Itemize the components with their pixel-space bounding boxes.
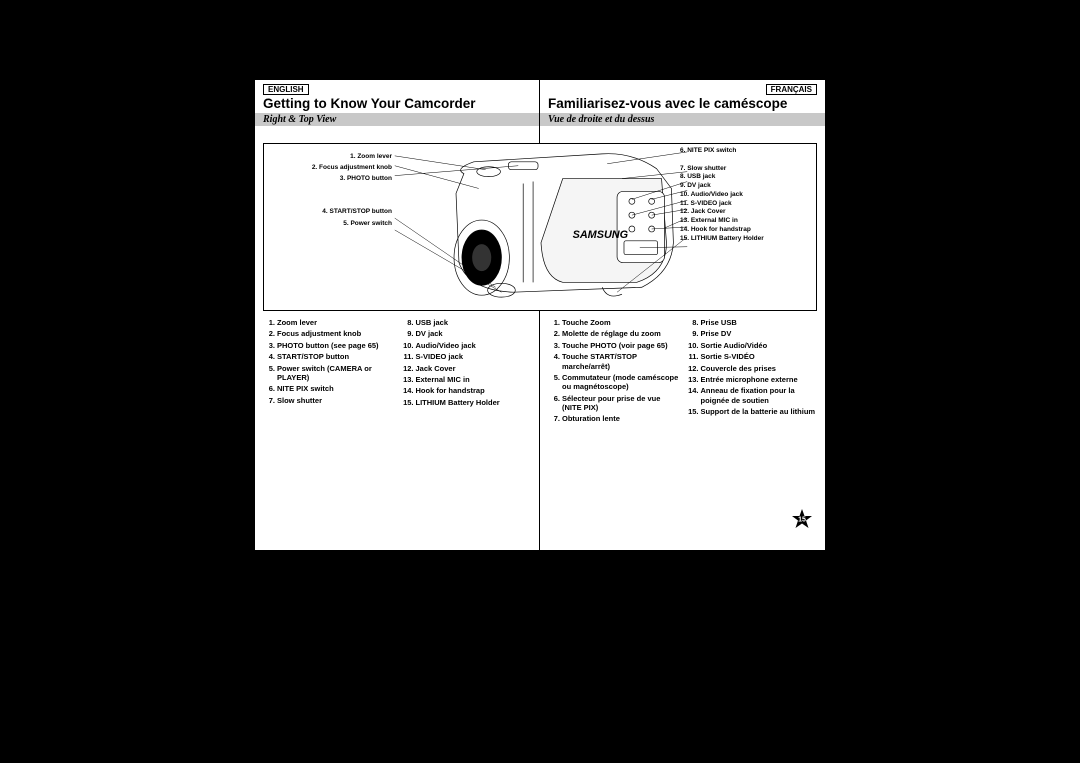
list-item: DV jack [402, 329, 533, 338]
en-col1: Zoom lever Focus adjustment knob PHOTO b… [263, 318, 394, 426]
list-item: USB jack [402, 318, 533, 327]
list-item: LITHIUM Battery Holder [402, 398, 533, 407]
callout: 6. NITE PIX switch [680, 147, 810, 156]
list-item: Touche START/STOP marche/arrêt) [548, 352, 679, 371]
fr-col2: Prise USB Prise DV Sortie Audio/Vidéo So… [687, 318, 818, 426]
callout [680, 156, 810, 165]
list-item: Touche Zoom [548, 318, 679, 327]
callout: 11. S-VIDEO jack [680, 200, 810, 209]
callout: 8. USB jack [680, 173, 810, 182]
list-item: Power switch (CAMERA or PLAYER) [263, 364, 394, 383]
subtitle-fr: Vue de droite et du dessus [540, 113, 825, 126]
list-item: PHOTO button (see page 65) [263, 341, 394, 350]
list-item: External MIC in [402, 375, 533, 384]
list-item: Molette de réglage du zoom [548, 329, 679, 338]
page-number: 15 [798, 517, 806, 524]
list-item: Audio/Video jack [402, 341, 533, 350]
manual-page: ENGLISH Getting to Know Your Camcorder R… [255, 80, 825, 550]
list-item: NITE PIX switch [263, 384, 394, 393]
callout: 2. Focus adjustment knob [270, 163, 392, 172]
list-item: Anneau de fixation pour la poignée de so… [687, 386, 818, 405]
callout: 15. LITHIUM Battery Holder [680, 235, 810, 244]
list-item: Support de la batterie au lithium [687, 407, 818, 416]
callout: 4. START/STOP button [270, 207, 392, 216]
fr-col1: Touche Zoom Molette de réglage du zoom T… [548, 318, 679, 426]
list-item: Entrée microphone externe [687, 375, 818, 384]
list-item: Touche PHOTO (voir page 65) [548, 341, 679, 350]
lang-row-right: FRANÇAIS [540, 80, 825, 96]
callout: 9. DV jack [680, 182, 810, 191]
callout [270, 196, 392, 205]
list-item: Hook for handstrap [402, 386, 533, 395]
callout: 3. PHOTO button [270, 174, 392, 183]
callout: 1. Zoom lever [270, 152, 392, 161]
list-item: Obturation lente [548, 414, 679, 423]
callout: 14. Hook for handstrap [680, 226, 810, 235]
lists-area: Zoom lever Focus adjustment knob PHOTO b… [255, 318, 825, 426]
brand-text: SAMSUNG [573, 229, 629, 241]
callout: 5. Power switch [270, 219, 392, 228]
diagram-callouts-right: 6. NITE PIX switch 7. Slow shutter 8. US… [680, 147, 810, 243]
list-item: Couvercle des prises [687, 364, 818, 373]
callout: 10. Audio/Video jack [680, 191, 810, 200]
list-item: S-VIDEO jack [402, 352, 533, 361]
lang-label-fr: FRANÇAIS [766, 84, 817, 95]
list-item: Sortie Audio/Vidéo [687, 341, 818, 350]
diagram-callouts-left: 1. Zoom lever 2. Focus adjustment knob 3… [270, 152, 392, 230]
french-lists: Touche Zoom Molette de réglage du zoom T… [540, 318, 825, 426]
list-item: Jack Cover [402, 364, 533, 373]
english-lists: Zoom lever Focus adjustment knob PHOTO b… [255, 318, 540, 426]
list-item: START/STOP button [263, 352, 394, 361]
diagram-box: SAMSUNG [263, 143, 817, 311]
list-item: Commutateur (mode caméscope ou magnétosc… [548, 373, 679, 392]
list-item: Sortie S-VIDÉO [687, 352, 818, 361]
title-en: Getting to Know Your Camcorder [255, 96, 539, 113]
callout: 7. Slow shutter [680, 165, 810, 174]
callout: 12. Jack Cover [680, 208, 810, 217]
lang-row-left: ENGLISH [255, 80, 539, 96]
list-item: Focus adjustment knob [263, 329, 394, 338]
title-fr: Familiarisez-vous avec le caméscope [540, 96, 825, 113]
list-item: Slow shutter [263, 396, 394, 405]
list-item: Sélecteur pour prise de vue (NITE PIX) [548, 394, 679, 413]
list-item: Prise USB [687, 318, 818, 327]
callout [270, 185, 392, 194]
list-item: Zoom lever [263, 318, 394, 327]
subtitle-en: Right & Top View [255, 113, 539, 126]
page-number-badge: 15 [791, 508, 813, 530]
callout: 13. External MIC in [680, 217, 810, 226]
lang-label-en: ENGLISH [263, 84, 309, 95]
list-item: Prise DV [687, 329, 818, 338]
en-col2: USB jack DV jack Audio/Video jack S-VIDE… [402, 318, 533, 426]
